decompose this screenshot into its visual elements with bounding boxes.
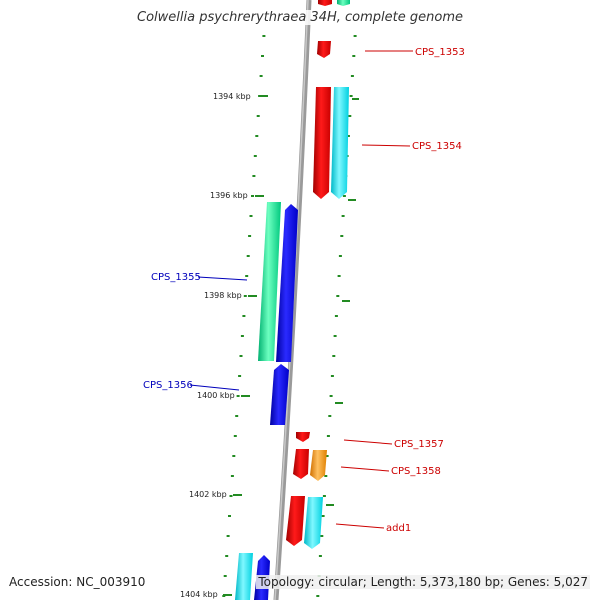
gene-cps-1358-cog[interactable]: [310, 450, 327, 481]
gene-top-red[interactable]: [318, 0, 332, 6]
gene-cps-1355-cds[interactable]: [276, 204, 298, 362]
map-title: Colwellia psychrerythraea 34H, complete …: [0, 10, 600, 25]
label-leaders: [189, 50, 413, 529]
gene-label-cps-1356[interactable]: CPS_1356: [143, 380, 193, 391]
scale-label-1398: 1398 kbp: [204, 291, 242, 300]
gene-label-cps-1354[interactable]: CPS_1354: [412, 141, 462, 152]
gene-label-cps-1355[interactable]: CPS_1355: [151, 272, 201, 283]
gene-add1-cds[interactable]: [286, 496, 305, 546]
scale-label-1404: 1404 kbp: [180, 590, 218, 599]
gene-cps-1354-cds[interactable]: [313, 87, 331, 199]
gene-label-add1[interactable]: add1: [386, 523, 411, 534]
scale-label-1394: 1394 kbp: [213, 92, 251, 101]
gene-features: [235, 0, 350, 600]
scale-major-ticks: [223, 95, 359, 596]
gene-cps-1353[interactable]: [317, 41, 331, 58]
scale-ticks-inner: [222, 35, 266, 597]
gene-cps-1354-cog[interactable]: [331, 87, 349, 199]
scale-labels: 1394 kbp 1396 kbp 1398 kbp 1400 kbp 1402…: [180, 92, 251, 599]
gene-label-cps-1358[interactable]: CPS_1358: [391, 466, 441, 477]
gene-top-green[interactable]: [337, 0, 350, 6]
gene-cps-1355-cog[interactable]: [258, 202, 281, 361]
scale-label-1396: 1396 kbp: [210, 191, 248, 200]
scale-label-1400: 1400 kbp: [197, 391, 235, 400]
gene-label-cps-1353[interactable]: CPS_1353: [415, 47, 465, 58]
gene-bottom-cyan[interactable]: [235, 553, 253, 600]
genome-backbone: [273, 0, 312, 600]
gene-cps-1358-cds[interactable]: [293, 449, 309, 479]
accession-text: Accession: NC_003910: [9, 575, 146, 589]
gene-cps-1357[interactable]: [296, 432, 310, 442]
topology-text: Topology: circular; Length: 5,373,180 bp…: [256, 575, 590, 589]
gene-labels: CPS_1353 CPS_1354 CPS_1355 CPS_1356 CPS_…: [143, 47, 465, 534]
gene-cps-1356[interactable]: [270, 364, 289, 425]
gene-add1-cog[interactable]: [304, 497, 323, 549]
gene-label-cps-1357[interactable]: CPS_1357: [394, 439, 444, 450]
scale-label-1402: 1402 kbp: [189, 490, 227, 499]
